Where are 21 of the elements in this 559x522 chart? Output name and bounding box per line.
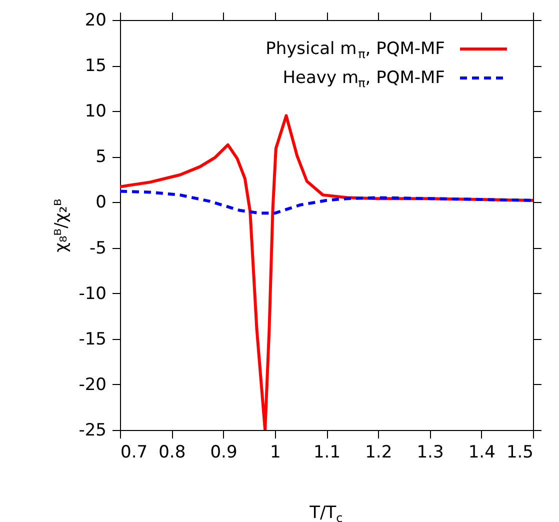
line-series [120,190,533,215]
y-tick-label: -5 [90,238,106,258]
x-tick-label: 0.7 [120,442,148,462]
y-axis-title: χ₈ᴮ/χ₂ᴮ [52,198,72,252]
x-tick-label: 0.9 [210,442,238,462]
y-tick-label: 0 [96,192,106,213]
y-tick-label: -20 [78,374,106,395]
x-tick-label: 0.8 [158,442,186,462]
x-tick-label: 1.1 [313,442,341,462]
x-tick-label: 1.4 [468,442,496,462]
y-tick-label: 5 [96,147,106,168]
x-tick-label: 1.3 [416,442,444,462]
x-tick-label: 1.2 [365,442,392,462]
y-tick-label: 20 [84,10,106,30]
x-tick-label: 1.5 [506,442,534,462]
y-tick-label: 10 [84,102,106,122]
y-tick-label: -10 [78,284,106,304]
x-tick-label: 1 [270,442,281,462]
y-tick-label: -15 [78,329,106,350]
y-tick-label: -25 [78,420,106,440]
y-tick-label: 15 [84,56,106,76]
